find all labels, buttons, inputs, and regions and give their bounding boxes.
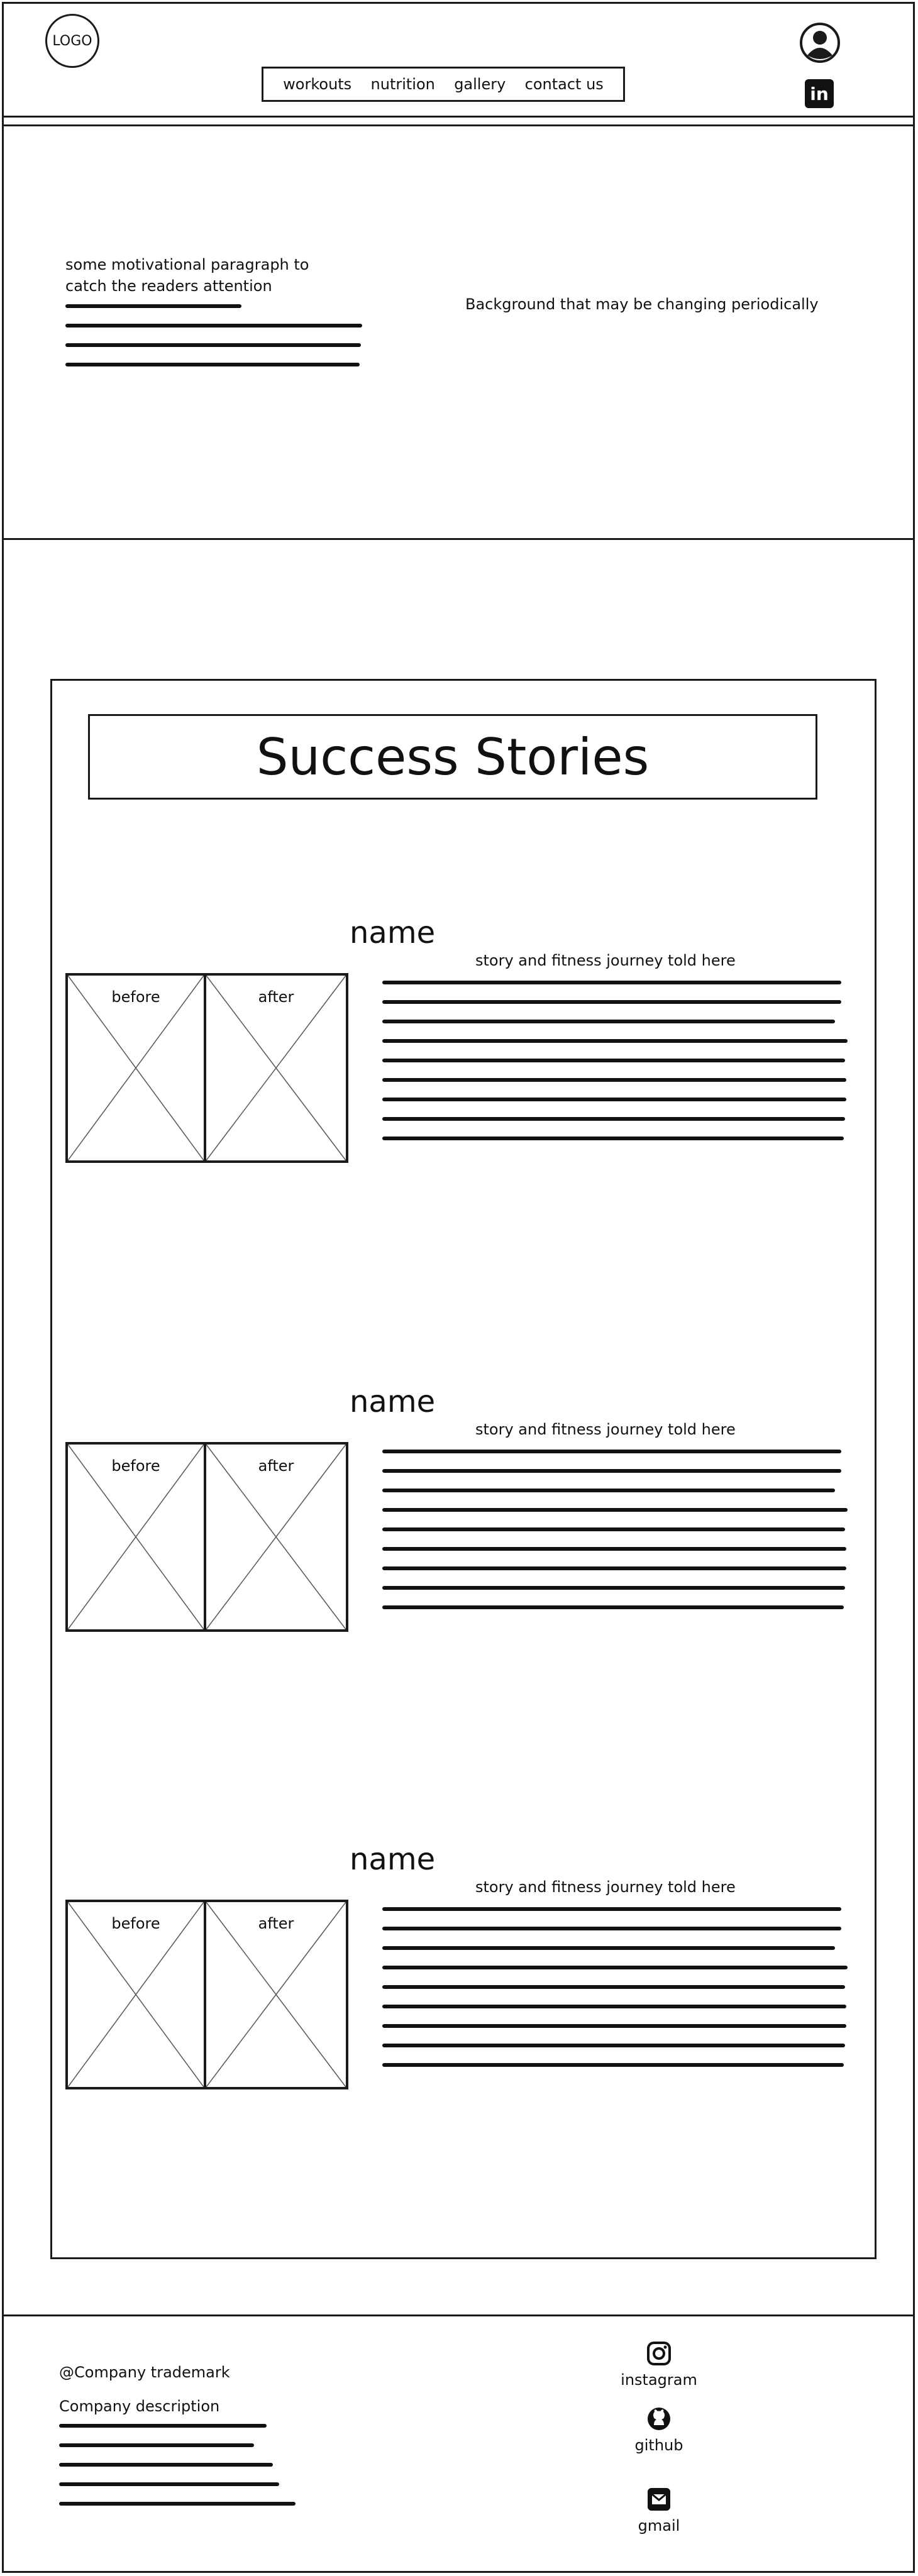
story-subtitle: story and fitness journey told here	[475, 1878, 736, 1896]
user-profile-icon[interactable]	[799, 21, 841, 64]
hero-paragraph: some motivational paragraph to catch the…	[65, 256, 309, 295]
stories-title: Success Stories	[88, 714, 817, 800]
nav-workouts[interactable]: workouts	[283, 75, 352, 93]
before-photo[interactable]: before	[65, 1900, 206, 2089]
before-label: before	[111, 1915, 160, 1932]
nav-nutrition[interactable]: nutrition	[370, 75, 435, 93]
footer-trademark: @Company trademark	[59, 2364, 230, 2381]
instagram-icon	[646, 2341, 672, 2366]
before-photo[interactable]: before	[65, 1442, 206, 1632]
hero-placeholder-text	[65, 304, 362, 366]
after-photo[interactable]: after	[204, 1900, 348, 2089]
hero-paragraph-block: some motivational paragraph to catch the…	[65, 254, 362, 382]
before-photo[interactable]: before	[65, 973, 206, 1163]
header-divider-bottom	[2, 124, 915, 126]
after-label: after	[258, 1915, 294, 1932]
instagram-label: instagram	[621, 2371, 697, 2389]
social-github[interactable]: github	[596, 2406, 722, 2454]
social-gmail[interactable]: gmail	[596, 2487, 722, 2535]
hero-divider	[2, 538, 915, 540]
github-label: github	[634, 2436, 683, 2454]
after-label: after	[258, 1457, 294, 1475]
story-name: name	[350, 1384, 436, 1419]
story-subtitle: story and fitness journey told here	[475, 1421, 736, 1438]
story-name: name	[350, 1842, 436, 1877]
footer-divider	[2, 2315, 915, 2316]
header-divider-top	[2, 116, 915, 118]
footer-description-label: Company description	[59, 2397, 220, 2415]
github-icon	[646, 2406, 672, 2431]
after-label: after	[258, 988, 294, 1006]
story-placeholder-text	[382, 1907, 848, 2083]
nav-gallery[interactable]: gallery	[454, 75, 506, 93]
logo[interactable]: LOGO	[45, 14, 99, 68]
main-nav: workouts nutrition gallery contact us	[262, 67, 625, 102]
story-placeholder-text	[382, 1450, 848, 1625]
nav-contact-us[interactable]: contact us	[524, 75, 604, 93]
footer-placeholder-text	[59, 2424, 298, 2521]
social-instagram[interactable]: instagram	[596, 2341, 722, 2389]
story-name: name	[350, 915, 436, 950]
after-photo[interactable]: after	[204, 1442, 348, 1632]
before-label: before	[111, 1457, 160, 1475]
before-label: before	[111, 988, 160, 1006]
gmail-icon	[646, 2487, 672, 2512]
story-placeholder-text	[382, 981, 848, 1156]
linkedin-icon[interactable]: in	[805, 79, 834, 108]
after-photo[interactable]: after	[204, 973, 348, 1163]
stories-section	[50, 679, 877, 2259]
hero-background-note: Background that may be changing periodic…	[465, 295, 819, 313]
gmail-label: gmail	[638, 2517, 680, 2535]
story-subtitle: story and fitness journey told here	[475, 952, 736, 969]
